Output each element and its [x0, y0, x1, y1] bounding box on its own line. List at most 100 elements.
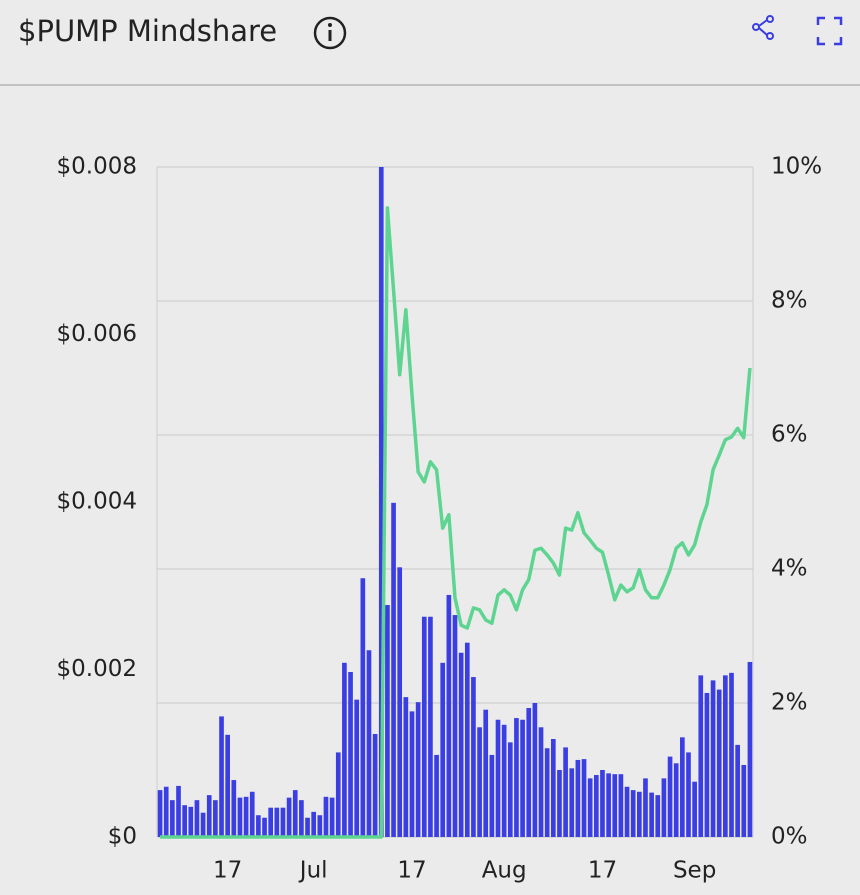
bar: [452, 615, 458, 837]
bar: [446, 594, 452, 837]
x-tick-label: 17: [397, 858, 426, 884]
y-tick-label: $0.002: [57, 656, 137, 682]
bar: [544, 748, 550, 837]
bar: [409, 711, 415, 837]
bar: [305, 817, 310, 837]
bar: [704, 692, 710, 837]
bar: [262, 817, 267, 837]
bar: [550, 739, 556, 837]
chart-title: $PUMP Mindshare: [18, 14, 277, 48]
bar: [471, 677, 476, 837]
bar: [323, 796, 329, 837]
bar: [403, 697, 409, 837]
bar: [440, 662, 446, 837]
info-icon[interactable]: [313, 16, 347, 50]
bar: [735, 744, 740, 837]
expand-icon[interactable]: [816, 16, 843, 46]
bar: [501, 724, 507, 837]
bar: [600, 770, 605, 837]
bar: [747, 661, 753, 837]
bar: [200, 812, 206, 837]
bar: [360, 578, 366, 837]
bar: [415, 702, 421, 837]
bar: [421, 616, 427, 837]
bar: [391, 502, 396, 837]
bar: [477, 727, 482, 837]
bar: [163, 786, 169, 837]
bar: [686, 752, 691, 837]
bar: [372, 733, 378, 837]
bar: [335, 752, 341, 837]
bar: [587, 778, 593, 837]
y-tick-label: $0: [108, 824, 137, 850]
x-tick-label: Aug: [482, 858, 527, 884]
y-tick-label: $0.008: [57, 154, 137, 180]
bar: [667, 756, 673, 837]
bar: [286, 797, 292, 837]
bar: [741, 764, 747, 837]
bar: [661, 778, 667, 837]
bar: [311, 811, 317, 837]
bar: [188, 806, 194, 837]
bar: [378, 167, 384, 837]
x-tick-label: 17: [588, 858, 617, 884]
bar: [692, 781, 697, 837]
bar: [581, 759, 587, 837]
bar: [231, 780, 237, 837]
bar: [170, 800, 175, 837]
bar: [489, 754, 495, 837]
bar: [698, 675, 704, 837]
bar: [219, 716, 224, 837]
x-tick-label: 17: [213, 858, 242, 884]
bar: [532, 703, 538, 837]
bar: [680, 737, 685, 837]
bar: [624, 786, 630, 837]
bar: [655, 795, 661, 837]
y2-tick-label: 4%: [771, 556, 808, 582]
bar: [157, 790, 163, 837]
bar: [649, 792, 654, 837]
bar: [716, 689, 722, 837]
bar: [182, 805, 187, 837]
bar: [348, 672, 353, 837]
bar: [354, 699, 360, 837]
y2-tick-label: 2%: [771, 690, 808, 716]
bar: [329, 797, 335, 837]
bar: [176, 785, 181, 837]
bar: [458, 652, 464, 837]
bar: [299, 800, 304, 837]
bar: [366, 650, 372, 837]
bar: [495, 719, 501, 837]
bar: [563, 747, 568, 837]
bar: [636, 791, 642, 837]
x-tick-label: Sep: [673, 858, 716, 884]
y-tick-label: $0.004: [57, 489, 137, 515]
bar: [673, 763, 679, 837]
y2-tick-label: 6%: [771, 422, 808, 448]
bar: [507, 742, 513, 837]
y-tick-label: $0.006: [57, 321, 137, 347]
bar: [385, 605, 390, 837]
bar: [249, 791, 255, 837]
bar: [569, 768, 575, 837]
bar: [538, 727, 544, 837]
bar: [237, 797, 243, 837]
bar: [710, 680, 716, 837]
bar: [723, 675, 728, 837]
bar: [292, 790, 298, 837]
bar: [643, 778, 648, 837]
bar: [317, 815, 323, 837]
x-tick-label: Jul: [298, 858, 328, 884]
bar: [434, 754, 439, 837]
bar: [280, 807, 286, 837]
bar: [213, 800, 218, 837]
bar: [514, 718, 519, 837]
line: [160, 206, 752, 839]
bar: [618, 774, 624, 837]
bar: [274, 807, 280, 837]
share-icon[interactable]: [752, 15, 774, 40]
bar: [612, 774, 618, 837]
bar: [194, 800, 200, 837]
